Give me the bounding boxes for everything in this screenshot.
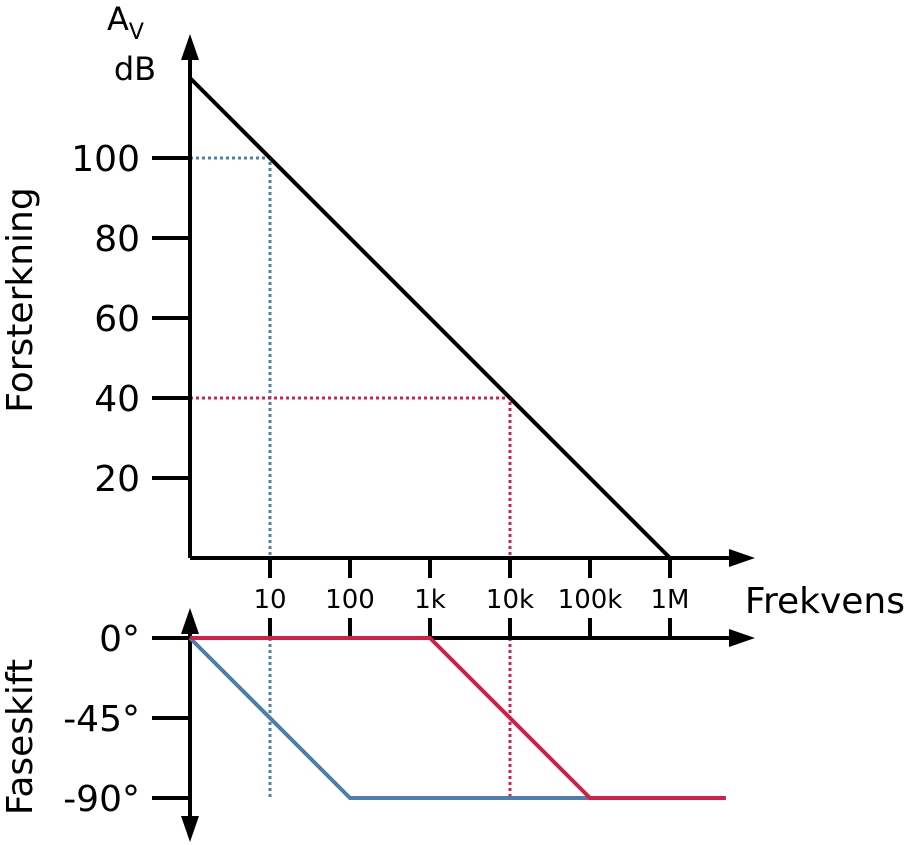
x-tick-label: 1M — [651, 585, 690, 615]
phase-y-tick-label: 0° — [99, 619, 140, 660]
phase-y-arrow-bottom-icon — [181, 816, 199, 842]
x-tick-label: 1k — [414, 585, 446, 615]
phase-y-tick-label: -45° — [63, 699, 140, 740]
gain-y-arrow-icon — [181, 34, 199, 60]
gain-guide-line-1 — [190, 396, 512, 558]
gain-guide-line-0 — [190, 156, 272, 558]
x-tick-label: 10k — [486, 585, 534, 615]
phase-y-tick-label: -90° — [63, 779, 140, 820]
phase-y-arrow-top-icon — [181, 608, 199, 634]
x-axis-title: Frekvens — [745, 581, 905, 622]
gain-y-tick-label: 100 — [71, 139, 140, 180]
gain-unit-label: AV — [107, 0, 144, 45]
gain-unit-sub: V — [129, 20, 144, 45]
gain-x-arrow-icon — [729, 549, 755, 567]
gain-y-tick-label: 40 — [94, 379, 140, 420]
phase-series-line-0 — [188, 636, 590, 800]
gain-unit-main: A — [107, 0, 129, 38]
gain-y-tick-label: 20 — [94, 459, 140, 500]
gain-series-line-0 — [188, 76, 672, 560]
gain-y-tick-label: 60 — [94, 299, 140, 340]
phase-series-line-1 — [190, 636, 726, 800]
phase-x-arrow-icon — [729, 629, 755, 647]
x-tick-label: 100k — [558, 585, 623, 615]
gain-y-tick-label: 80 — [94, 219, 140, 260]
gain-unit-db: dB — [114, 50, 156, 88]
phase-y-axis-title: Faseskift — [0, 659, 41, 815]
gain-y-axis-title: Forsterkning — [0, 187, 41, 412]
x-tick-label: 100 — [325, 585, 375, 615]
x-tick-label: 10 — [253, 585, 286, 615]
